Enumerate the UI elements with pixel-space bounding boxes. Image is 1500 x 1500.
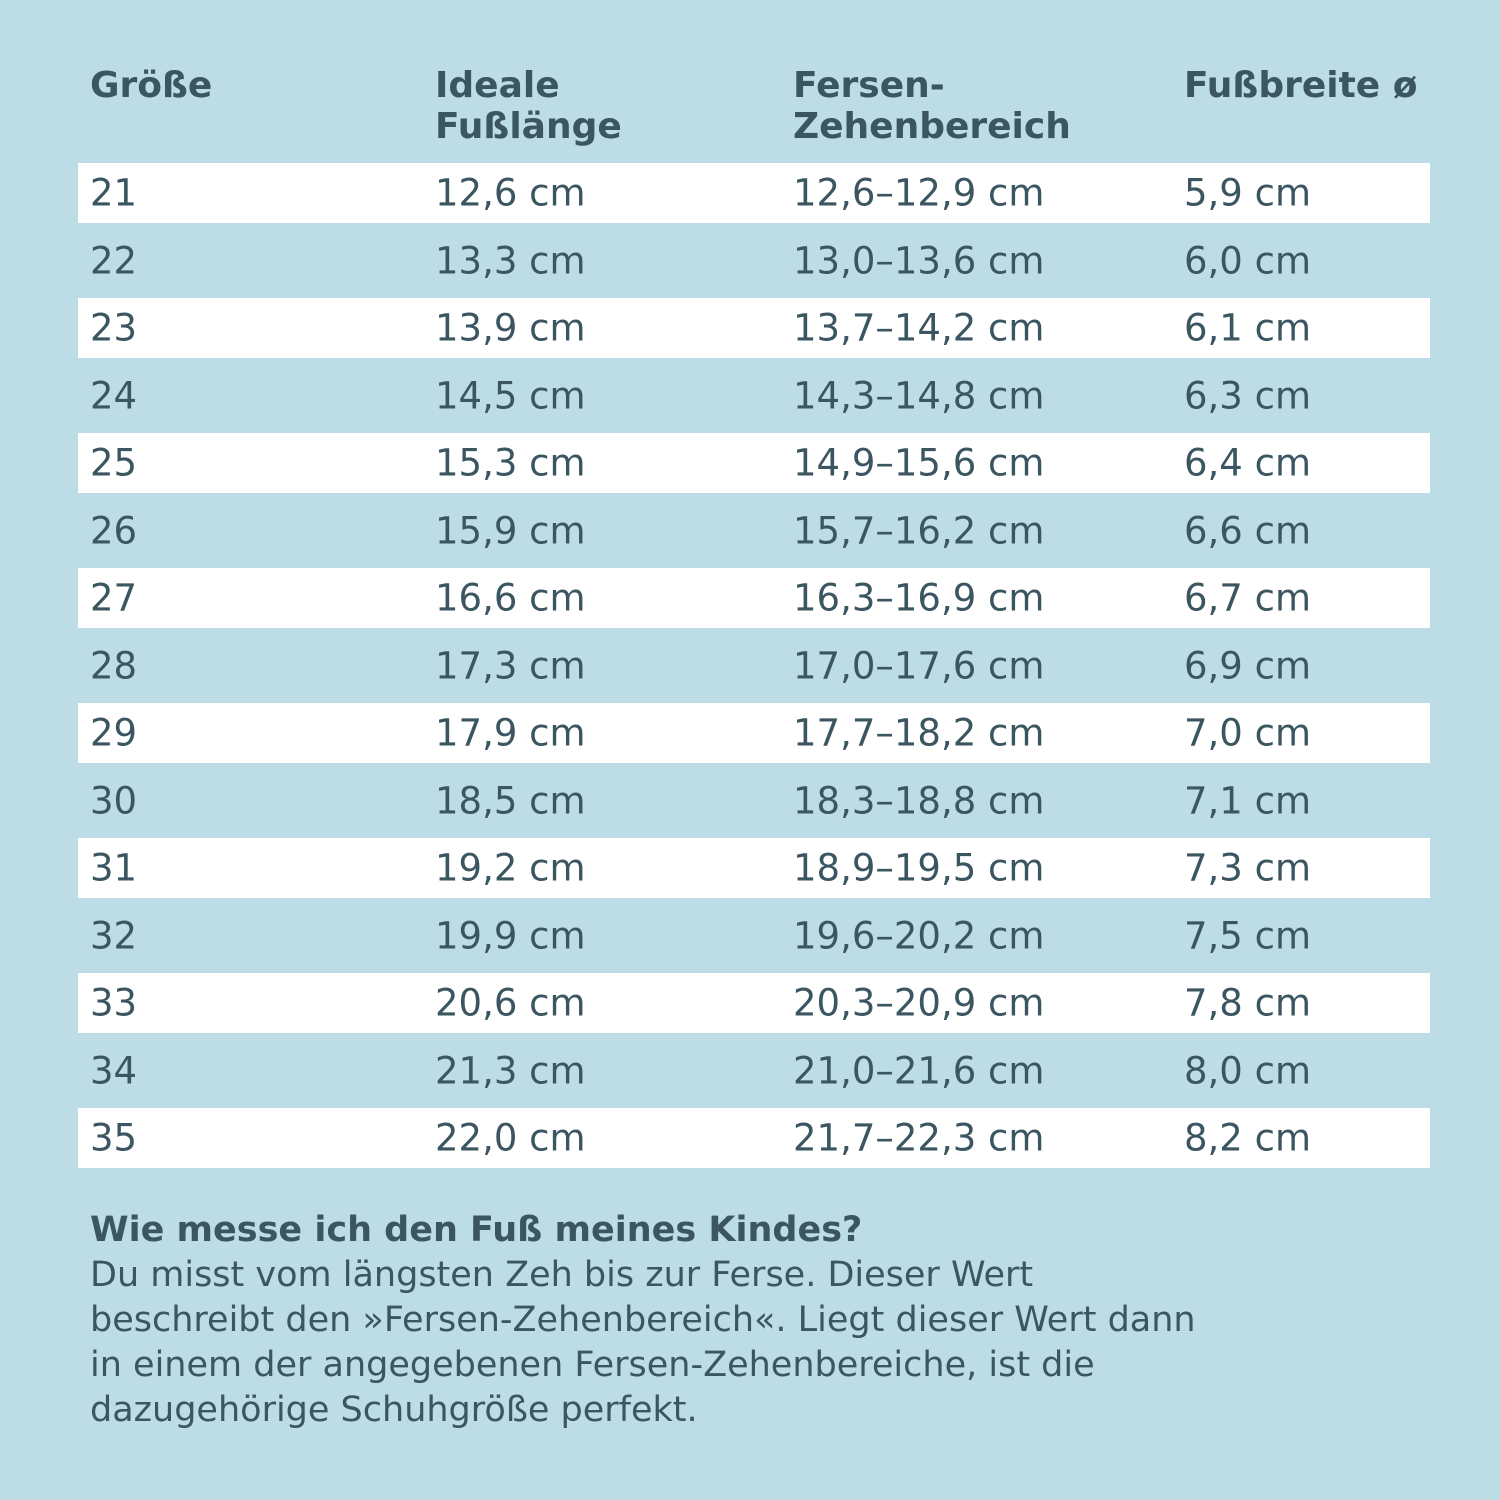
row-stripe [78,703,1430,763]
table-cell: 18,5 cm [435,779,586,822]
note-title: Wie messe ich den Fuß meines Kindes? [90,1210,863,1250]
table-cell: 6,6 cm [1184,509,1311,552]
table-cell: 13,7–14,2 cm [793,306,1045,350]
table-cell: 23 [90,306,138,350]
table-cell: 12,6–12,9 cm [793,171,1045,215]
table-cell: 7,5 cm [1184,914,1311,957]
table-cell: 14,3–14,8 cm [793,374,1045,417]
table-cell: 7,3 cm [1184,846,1311,890]
table-cell: 27 [90,576,138,620]
column-header: Fersen- [793,65,945,106]
table-cell: 12,6 cm [435,171,586,215]
table-cell: 21,7–22,3 cm [793,1116,1045,1160]
table-cell: 13,9 cm [435,306,586,350]
table-cell: 5,9 cm [1184,171,1311,215]
table-cell: 17,3 cm [435,644,586,687]
table-cell: 17,7–18,2 cm [793,711,1045,755]
table-cell: 26 [90,509,138,552]
column-header: Größe [90,65,213,106]
table-cell: 17,9 cm [435,711,586,755]
table-cell: 20,3–20,9 cm [793,981,1045,1025]
table-cell: 28 [90,644,138,687]
row-stripe [78,163,1430,223]
table-cell: 7,1 cm [1184,779,1311,822]
table-cell: 33 [90,981,138,1025]
column-header: Fußlänge [435,106,622,147]
table-cell: 6,4 cm [1184,441,1311,485]
table-cell: 7,0 cm [1184,711,1311,755]
note-text: Du misst vom längsten Zeh bis zur Ferse.… [90,1255,1034,1295]
table-cell: 25 [90,441,138,485]
table-cell: 22 [90,239,138,282]
table-cell: 6,1 cm [1184,306,1311,350]
table-cell: 6,0 cm [1184,239,1311,282]
note-text: beschreibt den »Fersen-Zehenbereich«. Li… [90,1300,1196,1340]
note-text: dazugehörige Schuhgröße perfekt. [90,1390,698,1430]
row-stripe [78,433,1430,493]
table-cell: 15,3 cm [435,441,586,485]
table-cell: 7,8 cm [1184,981,1311,1025]
table-cell: 16,6 cm [435,576,586,620]
row-stripe [78,298,1430,358]
table-cell: 31 [90,846,138,890]
table-cell: 17,0–17,6 cm [793,644,1045,687]
note-text: in einem der angegebenen Fersen-Zehenber… [90,1345,1095,1385]
table-cell: 30 [90,779,138,822]
row-stripe [78,568,1430,628]
table-cell: 8,0 cm [1184,1049,1311,1092]
table-cell: 18,9–19,5 cm [793,846,1045,890]
table-cell: 15,7–16,2 cm [793,509,1045,552]
table-cell: 16,3–16,9 cm [793,576,1045,620]
table-cell: 6,9 cm [1184,644,1311,687]
table-cell: 21 [90,171,138,215]
table-cell: 32 [90,914,138,957]
table-cell: 34 [90,1049,138,1092]
column-header: Zehenbereich [793,106,1071,147]
table-cell: 6,7 cm [1184,576,1311,620]
table-cell: 13,0–13,6 cm [793,239,1045,282]
table-cell: 6,3 cm [1184,374,1311,417]
row-stripe [78,838,1430,898]
row-stripe [78,973,1430,1033]
table-cell: 19,6–20,2 cm [793,914,1045,957]
table-cell: 22,0 cm [435,1116,586,1160]
table-cell: 18,3–18,8 cm [793,779,1045,822]
table-cell: 21,3 cm [435,1049,586,1092]
table-cell: 13,3 cm [435,239,586,282]
table-cell: 20,6 cm [435,981,586,1025]
table-cell: 35 [90,1116,138,1160]
table-cell: 29 [90,711,138,755]
table-cell: 8,2 cm [1184,1116,1311,1160]
column-header: Fußbreite ø [1184,65,1418,106]
table-cell: 24 [90,374,138,417]
table-cell: 15,9 cm [435,509,586,552]
table-cell: 19,9 cm [435,914,586,957]
table-cell: 21,0–21,6 cm [793,1049,1045,1092]
table-cell: 19,2 cm [435,846,586,890]
column-header: Ideale [435,65,560,106]
row-stripe [78,1108,1430,1168]
table-cell: 14,5 cm [435,374,586,417]
table-cell: 14,9–15,6 cm [793,441,1045,485]
